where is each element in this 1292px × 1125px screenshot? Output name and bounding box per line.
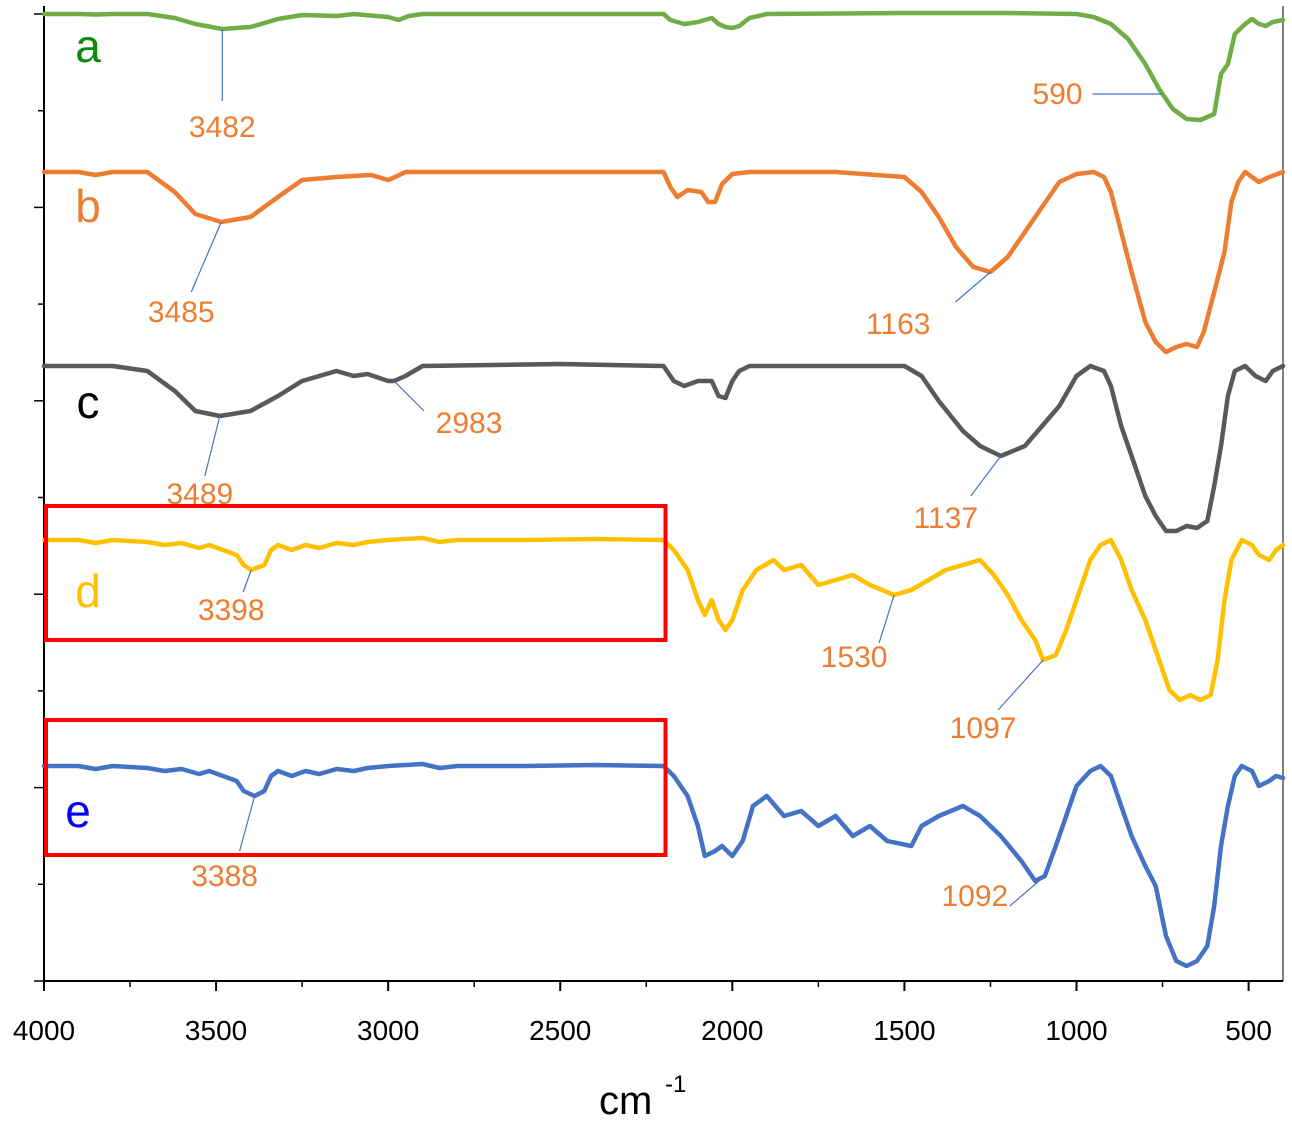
x-tick-label: 2500	[529, 1015, 591, 1046]
x-tick-label: 3500	[185, 1015, 247, 1046]
annotation-3485: 3485	[148, 296, 215, 329]
series-label-b: b	[75, 180, 101, 232]
x-tick-label: 500	[1225, 1015, 1272, 1046]
spectrum-line-b	[41, 169, 1286, 355]
annotation-3482: 3482	[189, 111, 256, 144]
spectrum-line-e	[41, 761, 1286, 969]
annotation-leader-1137	[970, 455, 1002, 497]
annotation-leader-1092	[1009, 875, 1046, 907]
series-label-a: a	[75, 20, 101, 72]
annotation-leader-3398	[242, 569, 252, 593]
x-tick-label: 1500	[873, 1015, 935, 1046]
annotation-leader-3485	[190, 221, 222, 293]
spectrum-line-a	[41, 10, 1286, 123]
annotation-3398: 3398	[198, 594, 265, 627]
x-tick-label: 2000	[701, 1015, 763, 1046]
series-label-c: c	[77, 376, 100, 428]
annotation-leader-1163	[955, 271, 991, 303]
highlight-box-d	[44, 504, 668, 642]
annotation-3388: 3388	[191, 860, 258, 893]
annotation-1092: 1092	[941, 880, 1008, 913]
annotation-590: 590	[1032, 78, 1082, 111]
annotation-leader-1530	[878, 594, 895, 644]
annotation-leader-3489	[204, 415, 221, 477]
x-axis-unit: cm	[599, 1079, 652, 1123]
highlight-box-e	[44, 718, 668, 857]
spectrum-line-d	[41, 535, 1286, 703]
x-tick-label: 4000	[13, 1015, 75, 1046]
spectrum-line-c	[41, 361, 1286, 534]
annotation-leader-3388	[239, 795, 256, 852]
annotation-leader-1097	[997, 659, 1044, 711]
highlight-boxes	[44, 504, 668, 857]
x-tick-label: 3000	[357, 1015, 419, 1046]
annotation-2983: 2983	[436, 407, 503, 440]
series-letters: a b c d e	[65, 20, 101, 837]
annotation-leader-2983	[393, 380, 425, 412]
spectra-curves	[41, 10, 1286, 969]
series-label-e: e	[65, 785, 91, 837]
axes: 4000 3500 3000 2500 2000 1500 1000 500	[13, 6, 1284, 1046]
annotation-1530: 1530	[821, 641, 888, 674]
x-axis-unit-superscript: -1	[665, 1071, 686, 1098]
annotation-1097: 1097	[950, 712, 1017, 745]
x-tick-label: 1000	[1045, 1015, 1107, 1046]
x-axis-label: cm -1	[599, 1071, 686, 1123]
series-label-d: d	[75, 565, 101, 617]
annotation-1137: 1137	[914, 502, 979, 535]
annotation-1163: 1163	[866, 308, 931, 341]
